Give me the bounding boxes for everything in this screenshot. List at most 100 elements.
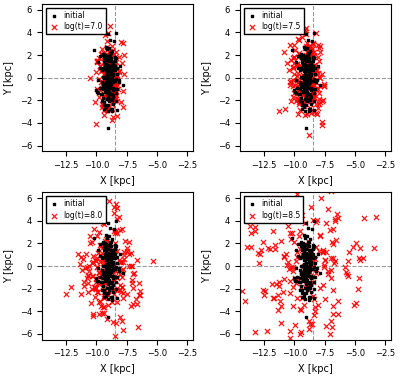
log(t)=8.5 [334,211,340,217]
initial [298,290,305,296]
log(t)=8.5 [239,288,245,294]
initial [298,254,304,260]
initial [308,94,314,100]
initial [103,268,109,274]
log(t)=7.5 [291,59,297,65]
log(t)=7.5 [308,51,314,57]
log(t)=8.5 [290,264,296,270]
log(t)=7.5 [301,62,307,68]
log(t)=8.5 [304,265,310,271]
log(t)=7.5 [312,86,318,92]
initial [299,83,306,89]
log(t)=7.0 [94,58,100,64]
initial [108,295,115,301]
initial [110,64,116,70]
initial [298,269,305,275]
initial [105,254,111,260]
log(t)=8.0 [123,248,130,254]
log(t)=7.5 [310,94,317,100]
initial [306,295,313,301]
log(t)=8.5 [305,238,311,244]
log(t)=7.5 [308,69,315,75]
initial [303,74,309,80]
log(t)=8.0 [110,263,116,269]
log(t)=8.5 [352,300,359,306]
log(t)=8.0 [113,201,119,207]
initial [106,253,112,259]
initial [109,251,116,257]
log(t)=7.0 [95,58,101,64]
log(t)=7.0 [110,73,117,79]
log(t)=8.5 [287,211,294,217]
log(t)=8.5 [332,218,338,224]
initial [110,71,116,77]
log(t)=7.0 [97,63,103,69]
log(t)=7.5 [301,28,308,34]
initial [107,267,113,273]
initial [113,218,119,225]
log(t)=7.0 [101,85,107,91]
initial [107,85,114,91]
initial [302,108,309,114]
initial [106,89,112,95]
initial [108,67,115,73]
initial [301,260,308,266]
log(t)=7.5 [306,46,313,53]
log(t)=7.5 [316,74,322,80]
log(t)=7.5 [319,119,325,125]
log(t)=8.5 [258,247,264,253]
log(t)=8.5 [320,249,326,255]
initial [100,271,106,277]
initial [290,275,297,281]
initial [108,294,114,300]
initial [308,260,315,266]
initial [314,265,320,271]
log(t)=8.5 [287,231,294,237]
initial [112,62,118,68]
log(t)=7.0 [103,59,110,65]
initial [105,75,112,81]
log(t)=7.0 [114,98,120,104]
log(t)=7.5 [317,50,323,56]
log(t)=8.0 [116,282,123,288]
initial [302,54,308,60]
initial [298,51,304,57]
log(t)=7.5 [310,74,316,81]
initial [103,273,110,279]
initial [110,62,116,68]
initial [107,91,113,98]
initial [303,62,309,68]
initial [104,74,111,80]
log(t)=7.5 [290,65,296,71]
log(t)=8.5 [272,201,279,208]
initial [99,255,105,261]
log(t)=7.0 [107,91,114,97]
log(t)=8.5 [252,329,258,335]
initial [102,257,109,263]
initial [104,260,111,266]
log(t)=7.0 [106,74,112,80]
log(t)=8.5 [298,251,305,257]
log(t)=7.5 [288,98,294,104]
log(t)=7.0 [101,53,107,59]
initial [311,76,317,82]
log(t)=8.5 [229,247,236,253]
log(t)=7.5 [301,99,307,105]
initial [306,297,313,303]
initial [304,265,310,271]
log(t)=8.5 [288,263,294,270]
log(t)=8.5 [295,164,302,170]
log(t)=8.0 [106,198,112,204]
log(t)=7.0 [102,62,109,68]
log(t)=7.0 [106,60,112,66]
initial [301,293,307,299]
log(t)=7.5 [295,36,301,42]
initial [298,59,305,65]
initial [103,104,109,110]
log(t)=8.5 [335,215,342,221]
initial [104,272,110,278]
log(t)=7.0 [112,91,118,97]
log(t)=8.0 [109,299,115,305]
log(t)=7.5 [311,82,318,88]
log(t)=7.0 [112,82,118,88]
